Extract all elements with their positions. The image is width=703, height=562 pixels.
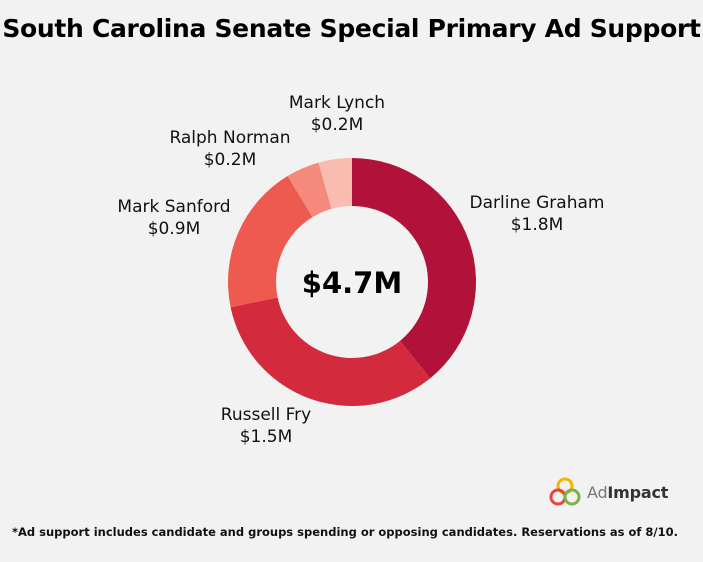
donut-slice-ralph-norman [287, 162, 332, 218]
donut-slice-russell-fry [230, 297, 431, 407]
slice-value-label: $0.9M [148, 219, 201, 239]
slice-value-label: $1.8M [511, 215, 564, 235]
slice-name-label: Mark Lynch [289, 93, 385, 113]
center-total-label: $4.7M [302, 266, 402, 300]
adimpact-logo: AdImpact [548, 476, 668, 508]
slice-value-label: $0.2M [204, 150, 257, 170]
slice-value-label: $1.5M [240, 427, 293, 447]
donut-slice-mark-lynch [318, 158, 352, 209]
donut-slice-darline-graham [352, 158, 476, 379]
logo-wordmark: AdImpact [587, 482, 669, 502]
footnote: *Ad support includes candidate and group… [12, 525, 679, 539]
slice-name-label: Darline Graham [470, 193, 605, 213]
slice-value-label: $0.2M [311, 115, 364, 135]
slice-name-label: Russell Fry [221, 405, 311, 425]
slice-name-label: Mark Sanford [117, 197, 230, 217]
adimpact-rings-icon [549, 477, 581, 506]
donut-slice-mark-sanford [227, 176, 313, 308]
chart-title: South Carolina Senate Special Primary Ad… [2, 14, 701, 43]
slice-name-label: Ralph Norman [169, 128, 290, 148]
